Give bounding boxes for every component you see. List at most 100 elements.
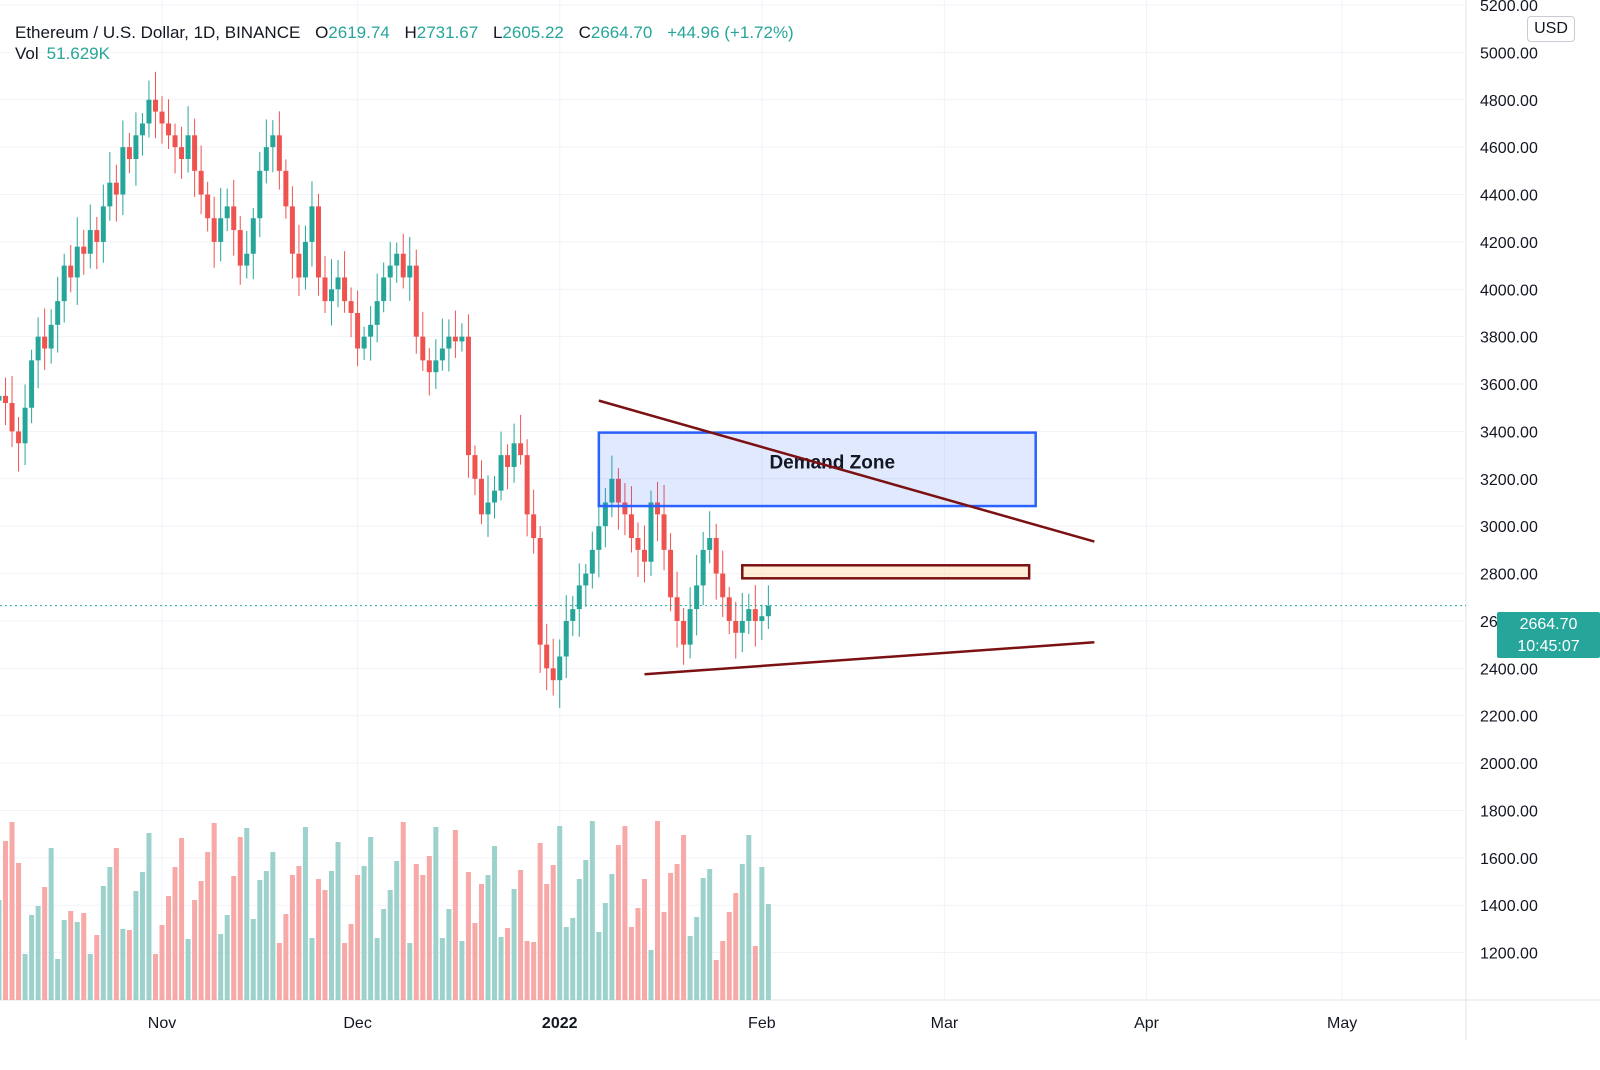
candle-body[interactable]	[361, 336, 367, 349]
candle-body[interactable]	[250, 218, 256, 254]
candle-body[interactable]	[550, 668, 556, 681]
candle-body[interactable]	[694, 585, 700, 610]
candle-body[interactable]	[400, 253, 406, 278]
upper-trendline[interactable]	[598, 399, 1095, 543]
lower-trendline[interactable]	[644, 641, 1095, 676]
candle-body[interactable]	[531, 514, 537, 539]
candle-body[interactable]	[544, 644, 550, 669]
candle-body[interactable]	[94, 230, 100, 242]
candle-body[interactable]	[224, 206, 230, 219]
candle-body[interactable]	[492, 490, 498, 503]
candle-body[interactable]	[87, 230, 93, 254]
candle-body[interactable]	[707, 538, 713, 550]
candle-body[interactable]	[759, 616, 765, 621]
candle-body[interactable]	[322, 277, 328, 302]
candle-body[interactable]	[452, 336, 458, 342]
candle-body[interactable]	[446, 336, 452, 349]
candle-body[interactable]	[563, 620, 569, 657]
candle-body[interactable]	[16, 431, 22, 444]
candle-body[interactable]	[315, 206, 321, 278]
candle-body[interactable]	[152, 99, 158, 112]
candle-body[interactable]	[100, 206, 106, 242]
candle-body[interactable]	[641, 549, 647, 562]
candle-body[interactable]	[628, 514, 634, 539]
candle-body[interactable]	[648, 502, 654, 562]
candle-body[interactable]	[622, 502, 628, 515]
candle-body[interactable]	[342, 277, 348, 302]
candle-body[interactable]	[687, 609, 693, 645]
candle-body[interactable]	[615, 478, 621, 503]
candle-body[interactable]	[765, 605, 771, 617]
candle-body[interactable]	[433, 360, 439, 373]
candle-body[interactable]	[602, 502, 608, 527]
candle-body[interactable]	[674, 597, 680, 621]
candle-body[interactable]	[172, 135, 178, 148]
demand-zone-box[interactable]	[597, 431, 1037, 508]
candle-body[interactable]	[263, 147, 269, 171]
candle-body[interactable]	[302, 241, 308, 278]
candle-body[interactable]	[237, 230, 243, 266]
candle-body[interactable]	[465, 336, 471, 456]
candle-body[interactable]	[22, 407, 28, 444]
candle-body[interactable]	[296, 253, 302, 278]
candle-body[interactable]	[368, 324, 374, 337]
candle-body[interactable]	[726, 597, 732, 621]
candle-body[interactable]	[185, 135, 191, 159]
candle-body[interactable]	[81, 246, 87, 254]
candle-body[interactable]	[231, 206, 237, 231]
candle-body[interactable]	[485, 502, 491, 515]
symbol-title[interactable]: Ethereum / U.S. Dollar, 1D, BINANCE	[15, 23, 301, 42]
candle-body[interactable]	[192, 135, 198, 171]
candle-body[interactable]	[257, 170, 263, 219]
candle-body[interactable]	[387, 265, 393, 278]
candle-body[interactable]	[681, 620, 687, 645]
candle-body[interactable]	[420, 336, 426, 361]
candle-body[interactable]	[557, 656, 563, 681]
candle-body[interactable]	[205, 194, 211, 219]
candle-body[interactable]	[3, 395, 9, 403]
candle-body[interactable]	[120, 147, 126, 195]
candle-body[interactable]	[289, 206, 295, 254]
candle-body[interactable]	[329, 289, 335, 302]
candle-body[interactable]	[29, 360, 35, 408]
candle-body[interactable]	[159, 111, 165, 124]
candle-body[interactable]	[244, 253, 250, 266]
candle-body[interactable]	[374, 301, 380, 325]
candle-body[interactable]	[413, 265, 419, 337]
candle-body[interactable]	[478, 478, 484, 515]
candle-body[interactable]	[146, 99, 152, 124]
candle-body[interactable]	[276, 135, 282, 171]
candle-body[interactable]	[335, 277, 341, 290]
candle-body[interactable]	[9, 403, 15, 432]
candle-body[interactable]	[752, 609, 758, 621]
candle-body[interactable]	[733, 620, 739, 633]
candle-body[interactable]	[179, 147, 185, 159]
candle-body[interactable]	[55, 301, 61, 325]
candle-body[interactable]	[713, 538, 719, 574]
candle-body[interactable]	[42, 336, 48, 349]
candle-body[interactable]	[518, 443, 524, 456]
candle-body[interactable]	[583, 573, 589, 586]
candle-body[interactable]	[198, 170, 204, 195]
candle-body[interactable]	[68, 265, 74, 278]
candle-body[interactable]	[74, 246, 80, 278]
candle-body[interactable]	[309, 206, 315, 242]
candle-body[interactable]	[407, 265, 413, 278]
candle-body[interactable]	[139, 123, 145, 136]
candle-body[interactable]	[498, 455, 504, 491]
candle-body[interactable]	[107, 182, 113, 207]
candle-body[interactable]	[635, 538, 641, 550]
candle-body[interactable]	[746, 609, 752, 621]
candle-body[interactable]	[35, 336, 41, 361]
candle-body[interactable]	[661, 514, 667, 550]
candle-body[interactable]	[218, 218, 224, 242]
candle-body[interactable]	[609, 478, 615, 503]
resistance-box[interactable]	[741, 564, 1031, 580]
candle-body[interactable]	[348, 301, 354, 313]
currency-button[interactable]: USD	[1527, 16, 1575, 42]
candle-body[interactable]	[61, 265, 67, 302]
candle-body[interactable]	[570, 609, 576, 621]
candle-body[interactable]	[524, 455, 530, 515]
